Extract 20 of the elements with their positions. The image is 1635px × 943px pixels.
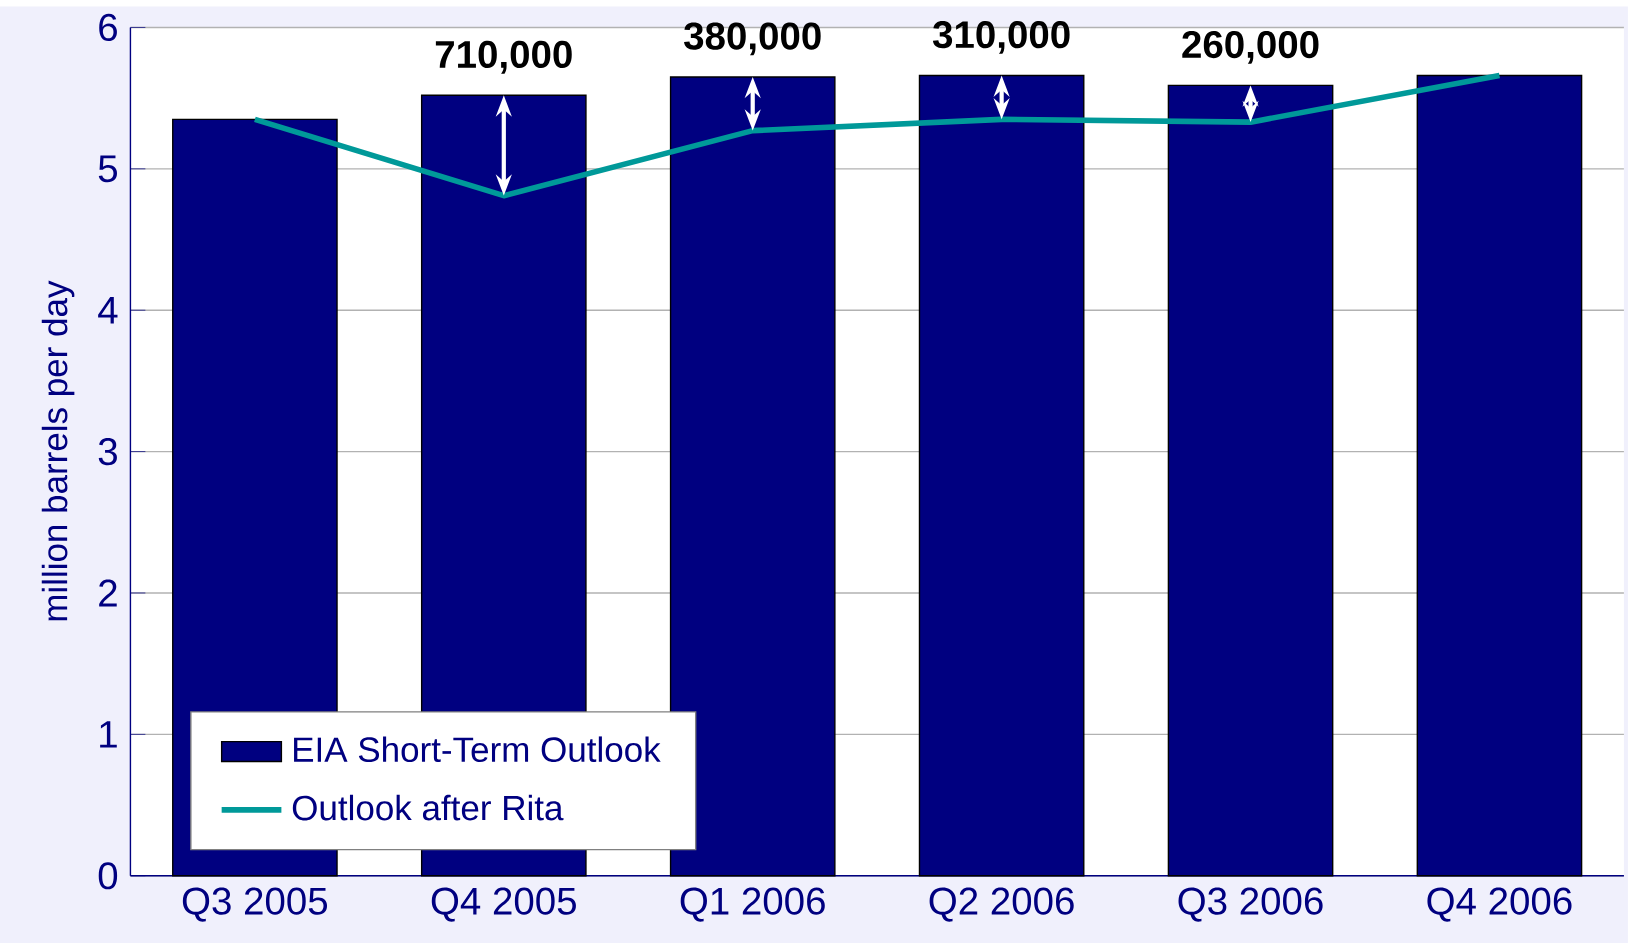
x-tick-label: Q3 2006 xyxy=(1178,887,1323,922)
y-tick-label: 2 xyxy=(99,579,117,607)
x-tick-label: Q4 2005 xyxy=(431,887,576,922)
annotation: 310,000 xyxy=(932,20,1070,54)
y-tick-label: 4 xyxy=(98,296,118,324)
x-tick-label: Q2 2006 xyxy=(929,887,1074,922)
annotation: 260,000 xyxy=(1182,30,1319,64)
y-tick-label: 3 xyxy=(98,437,117,466)
annotation: 710,000 xyxy=(435,40,572,74)
legend-label: EIA Short-Term Outlook xyxy=(294,736,661,762)
y-tick-label: 6 xyxy=(99,13,117,41)
x-tick-label: Q3 2005 xyxy=(182,887,328,922)
y-tick-label: 1 xyxy=(100,720,117,748)
y-axis-title: million barrels per day xyxy=(41,280,75,621)
legend-label: Outlook after Rita xyxy=(292,794,564,821)
x-tick-label: Q1 2006 xyxy=(680,887,825,922)
y-tick-label: 0 xyxy=(98,861,118,890)
y-tick-label: 5 xyxy=(98,155,117,183)
x-tick-label: Q4 2006 xyxy=(1427,887,1572,922)
annotation: 380,000 xyxy=(684,22,821,56)
